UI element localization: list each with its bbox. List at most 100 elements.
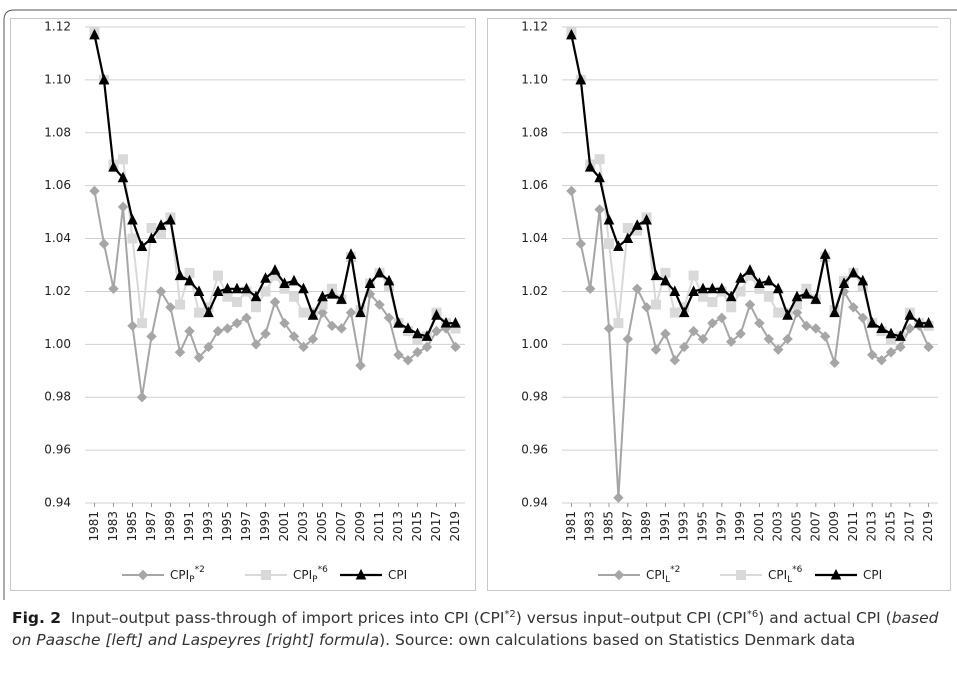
caption: Fig. 2 Input–output pass-through of impo… <box>12 604 942 651</box>
square-marker <box>773 307 784 318</box>
legend-label: CPIL*2 <box>646 565 680 585</box>
diamond-marker <box>260 328 271 339</box>
triangle-marker <box>421 330 433 341</box>
square-marker <box>213 270 223 281</box>
y-tick-label: 0.96 <box>521 443 548 457</box>
legend-name: CPI <box>863 568 882 582</box>
x-tick-label: 2013 <box>865 511 879 542</box>
diamond-marker <box>184 325 195 337</box>
diamond-marker <box>566 185 577 197</box>
square-marker <box>260 286 271 297</box>
x-tick-label: 1981 <box>87 511 101 542</box>
diamond-marker <box>866 349 878 361</box>
triangle-marker <box>89 28 100 40</box>
triangle-marker <box>650 269 662 281</box>
square-marker <box>726 302 737 313</box>
triangle-marker <box>383 274 395 286</box>
diamond-marker <box>231 317 243 329</box>
x-tick-label: 2009 <box>353 511 367 542</box>
x-tick-label: 1997 <box>239 511 253 542</box>
diamond-marker <box>735 328 746 339</box>
y-tick-label: 1.00 <box>44 337 71 351</box>
triangle-marker <box>716 282 728 294</box>
caption-run: ). Source: own calculations based on Sta… <box>379 631 856 650</box>
square-marker <box>660 267 671 278</box>
legend-name: CPI <box>293 568 312 582</box>
square-marker <box>736 570 746 580</box>
diamond-marker <box>421 341 433 353</box>
diamond-marker <box>279 317 290 329</box>
triangle-marker <box>355 568 367 580</box>
diamond-marker <box>288 331 300 342</box>
square-marker <box>707 297 718 308</box>
diamond-marker <box>355 360 366 371</box>
caption-run: *2 <box>504 609 516 620</box>
square-marker <box>137 318 147 329</box>
triangle-marker <box>355 306 366 318</box>
square-marker <box>175 299 185 310</box>
y-tick-label: 1.12 <box>44 20 71 34</box>
square-marker <box>289 291 299 302</box>
triangle-marker <box>250 290 262 302</box>
diamond-marker <box>725 336 737 347</box>
triangle-marker <box>288 274 300 286</box>
legend-name: CPI <box>646 568 665 582</box>
triangle-marker <box>431 309 442 320</box>
triangle-marker <box>127 213 138 225</box>
triangle-marker <box>98 73 110 85</box>
diamond-marker <box>136 392 148 403</box>
x-tick-label: 1987 <box>144 511 158 542</box>
y-tick-label: 1.02 <box>521 284 548 298</box>
square-marker <box>613 318 624 329</box>
diamond-marker <box>108 283 119 295</box>
triangle-marker <box>307 309 319 320</box>
diamond-marker <box>669 354 681 366</box>
chart-box <box>487 18 951 591</box>
y-tick-label: 0.94 <box>521 496 548 510</box>
legend-subscript: L <box>665 575 670 585</box>
square-marker <box>298 307 309 318</box>
caption-run: Input–output pass-through of import pric… <box>70 609 505 628</box>
triangle-marker <box>866 317 878 328</box>
triangle-marker <box>622 232 634 244</box>
caption-run: based on Paasche [left] and Laspeyres [r… <box>12 609 939 650</box>
diamond-marker <box>650 344 662 355</box>
legend-superscript: *2 <box>670 565 680 575</box>
x-tick-label: 1989 <box>639 511 653 542</box>
triangle-marker <box>603 213 615 225</box>
diamond-marker <box>117 201 129 213</box>
triangle-marker <box>876 322 887 333</box>
y-tick-label: 1.10 <box>44 72 71 86</box>
triangle-marker <box>584 161 596 172</box>
legend-name: CPI <box>170 568 189 582</box>
triangle-marker <box>364 277 376 289</box>
triangle-marker <box>231 282 243 294</box>
diamond-marker <box>678 341 690 353</box>
diamond-marker <box>819 331 831 342</box>
diamond-marker <box>754 317 765 329</box>
chart-box <box>10 18 476 591</box>
frame <box>3 9 957 600</box>
diamond-marker <box>165 302 176 313</box>
diamond-marker <box>857 312 869 324</box>
legend-label: CPI <box>863 568 882 582</box>
diamond-marker <box>89 185 100 197</box>
square-marker <box>194 307 204 318</box>
x-tick-label: 2007 <box>808 511 822 542</box>
x-tick-label: 2005 <box>315 511 329 542</box>
diamond-marker <box>791 307 803 318</box>
square-marker <box>604 238 614 249</box>
diamond-marker <box>450 341 461 353</box>
diamond-marker <box>895 341 906 353</box>
triangle-marker <box>184 274 195 286</box>
triangle-marker <box>374 266 385 278</box>
diamond-marker <box>801 320 812 332</box>
x-tick-label: 2011 <box>372 511 386 542</box>
diamond-marker <box>641 302 652 313</box>
x-tick-label: 1995 <box>220 511 234 542</box>
diamond-marker <box>307 333 319 345</box>
triangle-marker <box>838 277 850 289</box>
triangle-marker <box>117 171 129 183</box>
x-tick-label: 2019 <box>448 511 462 542</box>
legend-superscript: *2 <box>195 565 205 575</box>
